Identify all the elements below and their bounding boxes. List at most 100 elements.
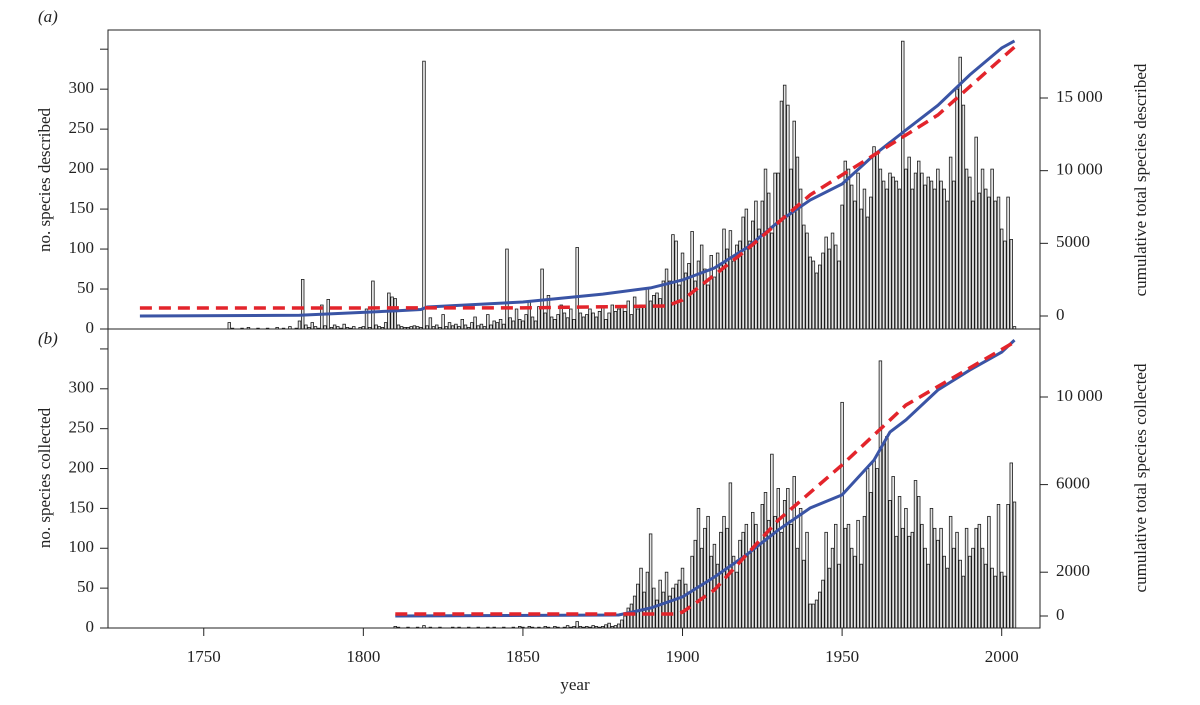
bar — [703, 268, 707, 330]
bar — [853, 200, 857, 330]
bar — [792, 476, 796, 629]
bar — [616, 623, 621, 629]
bar — [492, 320, 496, 330]
bar — [629, 314, 634, 330]
bar — [984, 188, 988, 330]
y-tick-label: 250 — [69, 418, 95, 437]
bar — [856, 519, 860, 629]
bar — [505, 248, 509, 330]
bar — [894, 180, 899, 330]
bar — [907, 535, 911, 629]
bar — [518, 319, 522, 330]
bar — [648, 300, 653, 330]
bar — [955, 531, 959, 629]
bar — [980, 168, 985, 330]
bar — [897, 496, 902, 629]
bar — [575, 247, 579, 330]
bar — [999, 571, 1004, 629]
bar — [872, 146, 876, 330]
bar — [990, 168, 994, 330]
bar — [821, 579, 825, 629]
bar — [757, 228, 761, 330]
y-tick-label: 300 — [69, 378, 95, 397]
bar — [703, 527, 707, 629]
bar — [818, 591, 822, 629]
bar — [881, 444, 886, 629]
bar — [993, 200, 998, 330]
bar — [964, 168, 969, 330]
bar — [795, 156, 800, 330]
bar — [776, 488, 780, 629]
bar — [923, 547, 927, 629]
bar — [498, 319, 503, 330]
bar — [390, 296, 394, 330]
bar — [684, 583, 688, 629]
y2-tick-label: 10 000 — [1056, 160, 1103, 179]
bar — [834, 244, 838, 330]
bar — [757, 543, 761, 629]
bar — [974, 136, 978, 330]
bar — [645, 288, 650, 330]
panel-label: (b) — [38, 329, 58, 348]
bar — [802, 224, 806, 330]
bar — [955, 88, 959, 330]
bar — [699, 547, 704, 629]
bar — [766, 192, 771, 330]
bar — [1009, 462, 1013, 629]
bar — [744, 208, 749, 330]
bar — [371, 280, 375, 330]
bar — [958, 56, 962, 330]
bar — [837, 563, 841, 629]
bar — [652, 295, 656, 330]
y-tick-label: 250 — [69, 118, 95, 137]
bar — [674, 240, 678, 330]
bar — [763, 168, 768, 330]
bar — [980, 547, 985, 629]
bar — [849, 184, 854, 330]
y-tick-label: 50 — [77, 278, 94, 297]
bar — [562, 312, 567, 330]
bar — [885, 436, 889, 629]
bar — [993, 575, 998, 629]
bar — [827, 567, 832, 629]
bar — [489, 324, 493, 330]
bar — [789, 523, 793, 629]
bar — [712, 276, 717, 330]
bar — [805, 232, 809, 330]
x-axis-label: year — [560, 675, 590, 694]
bar — [664, 268, 669, 330]
bar — [843, 160, 848, 330]
bar — [575, 621, 579, 629]
bar — [913, 480, 918, 629]
bar — [514, 308, 519, 330]
bar — [865, 468, 870, 629]
bar — [952, 180, 956, 330]
bar — [706, 515, 710, 629]
bar — [798, 188, 803, 330]
bar — [747, 551, 752, 629]
bar — [834, 523, 838, 629]
bar — [521, 320, 525, 330]
bar — [907, 156, 911, 330]
bar — [910, 531, 915, 629]
bar — [731, 555, 736, 629]
bar — [942, 188, 946, 330]
bar — [862, 188, 867, 330]
bar — [926, 176, 930, 330]
bar — [971, 547, 975, 629]
bar — [607, 622, 611, 629]
y-tick-label: 150 — [69, 198, 95, 217]
bar — [620, 619, 624, 629]
bar — [578, 312, 583, 330]
bar — [690, 231, 694, 330]
bar — [310, 322, 314, 330]
bar — [818, 264, 822, 330]
bar — [668, 280, 672, 330]
bar — [929, 180, 934, 330]
bar — [463, 324, 468, 330]
bar — [869, 492, 873, 629]
bar — [805, 531, 809, 629]
y2-tick-label: 15 000 — [1056, 87, 1103, 106]
bar — [802, 559, 806, 629]
bar — [754, 523, 758, 629]
